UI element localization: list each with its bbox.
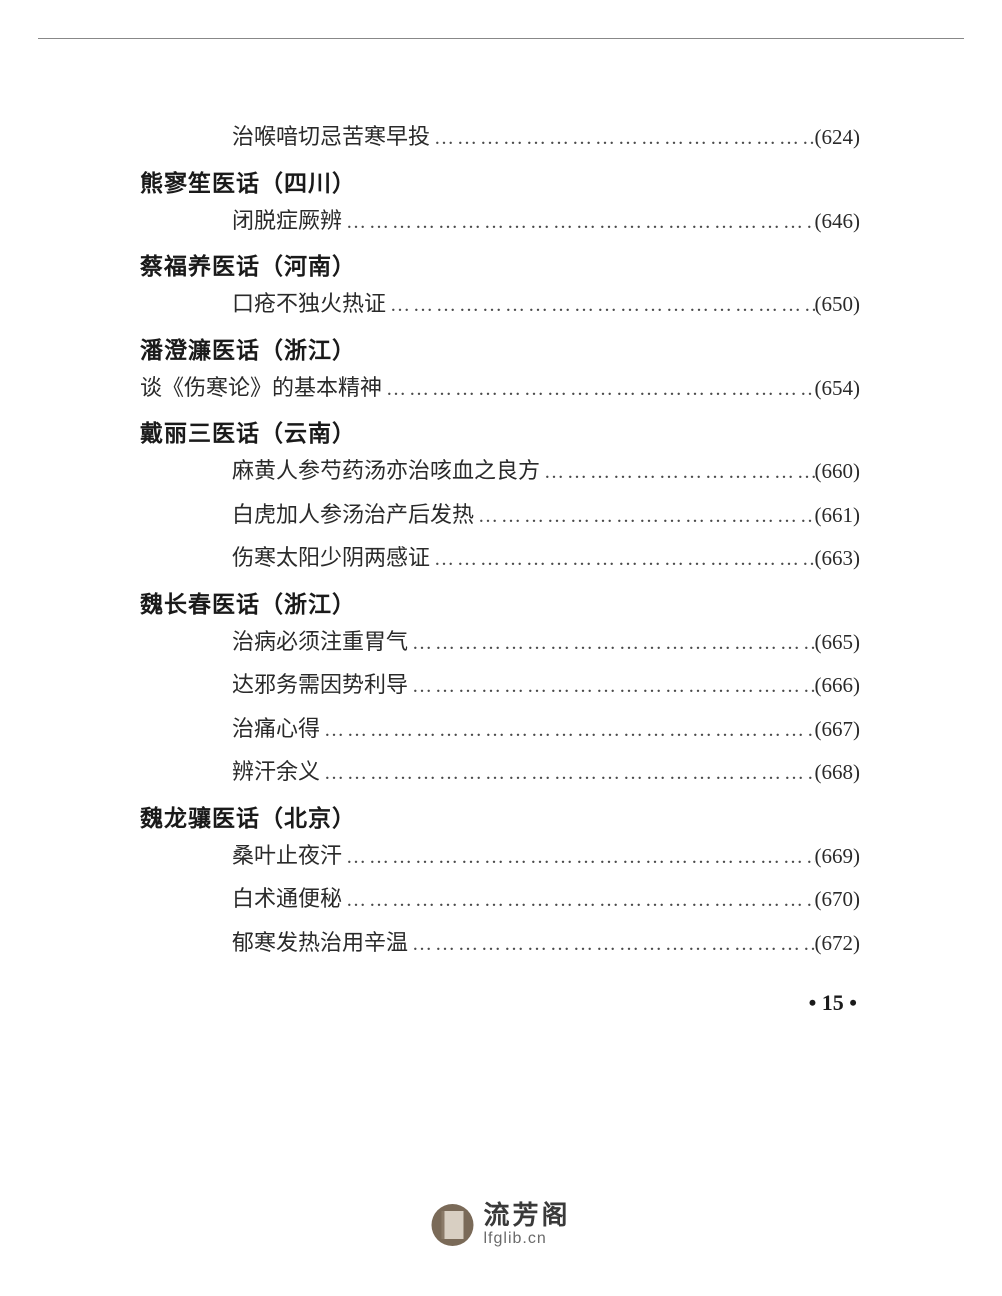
toc-leader-dots: …………………………………………………………………… — [386, 290, 814, 320]
toc-leader-dots: …………………………………………………………………… — [408, 929, 814, 959]
toc-line: 辨汗余义……………………………………………………………………(668) — [140, 755, 860, 789]
toc-title: 治痛心得 — [232, 712, 320, 745]
toc-page-number: (672) — [815, 928, 861, 960]
toc-page-number: (663) — [815, 543, 861, 575]
toc-page-number: (624) — [815, 122, 861, 154]
toc-title: 伤寒太阳少阴两感证 — [232, 541, 430, 574]
toc-line: 谈《伤寒论》的基本精神……………………………………………………………………(65… — [140, 371, 860, 405]
toc-line: 麻黄人参芍药汤亦治咳血之良方……………………………………………………………………… — [140, 454, 860, 488]
toc-line: 闭脱症厥辨……………………………………………………………………(646) — [140, 204, 860, 238]
page-number: • 15 • — [809, 990, 857, 1016]
section-heading: 潘澄濂医话（浙江） — [140, 331, 860, 365]
toc-title: 谈《伤寒论》的基本精神 — [140, 371, 382, 404]
toc-line: 达邪务需因势利导……………………………………………………………………(666) — [140, 668, 860, 702]
section-heading: 蔡福养医话（河南） — [140, 247, 860, 281]
toc-line: 治病必须注重胃气……………………………………………………………………(665) — [140, 625, 860, 659]
toc-page-number: (665) — [815, 627, 861, 659]
toc-page-number: (667) — [815, 714, 861, 746]
toc-leader-dots: …………………………………………………………………… — [430, 544, 814, 574]
toc-line: 伤寒太阳少阴两感证……………………………………………………………………(663) — [140, 541, 860, 575]
book-icon-inner — [441, 1211, 463, 1239]
toc-leader-dots: …………………………………………………………………… — [342, 885, 814, 915]
book-icon — [431, 1204, 473, 1246]
toc-title: 桑叶止夜汗 — [232, 839, 342, 872]
toc-title: 达邪务需因势利导 — [232, 668, 408, 701]
toc-line: 口疮不独火热证……………………………………………………………………(650) — [140, 287, 860, 321]
section-heading: 戴丽三医话（云南） — [140, 414, 860, 448]
toc-leader-dots: …………………………………………………………………… — [382, 374, 814, 404]
toc-title: 辨汗余义 — [232, 755, 320, 788]
toc-page-number: (660) — [815, 456, 861, 488]
toc-line: 桑叶止夜汗……………………………………………………………………(669) — [140, 839, 860, 873]
toc-line: 治痛心得……………………………………………………………………(667) — [140, 712, 860, 746]
toc-page-number: (661) — [815, 500, 861, 532]
toc-line: 治喉喑切忌苦寒早投……………………………………………………………………(624) — [140, 120, 860, 154]
toc-leader-dots: …………………………………………………………………… — [320, 715, 814, 745]
toc-title: 郁寒发热治用辛温 — [232, 926, 408, 959]
top-border — [38, 38, 964, 39]
watermark-url: lfglib.cn — [483, 1230, 570, 1248]
toc-leader-dots: …………………………………………………………………… — [408, 628, 814, 658]
toc-leader-dots: …………………………………………………………………… — [342, 207, 814, 237]
toc-content: 治喉喑切忌苦寒早投……………………………………………………………………(624)… — [140, 120, 860, 969]
toc-page-number: (666) — [815, 670, 861, 702]
toc-leader-dots: …………………………………………………………………… — [320, 758, 814, 788]
watermark-text: 流芳阁 lfglib.cn — [483, 1202, 570, 1248]
toc-leader-dots: …………………………………………………………………… — [540, 457, 814, 487]
toc-page-number: (669) — [815, 841, 861, 873]
section-heading: 熊寥笙医话（四川） — [140, 164, 860, 198]
section-heading: 魏长春医话（浙江） — [140, 585, 860, 619]
toc-page-number: (646) — [815, 206, 861, 238]
toc-page-number: (668) — [815, 757, 861, 789]
toc-title: 治病必须注重胃气 — [232, 625, 408, 658]
toc-page-number: (650) — [815, 289, 861, 321]
toc-leader-dots: …………………………………………………………………… — [408, 671, 814, 701]
toc-line: 白虎加人参汤治产后发热……………………………………………………………………(66… — [140, 498, 860, 532]
toc-title: 口疮不独火热证 — [232, 287, 386, 320]
toc-title: 麻黄人参芍药汤亦治咳血之良方 — [232, 454, 540, 487]
toc-title: 白虎加人参汤治产后发热 — [232, 498, 474, 531]
toc-title: 白术通便秘 — [232, 882, 342, 915]
toc-leader-dots: …………………………………………………………………… — [342, 842, 814, 872]
toc-page-number: (670) — [815, 884, 861, 916]
toc-leader-dots: …………………………………………………………………… — [474, 501, 814, 531]
watermark: 流芳阁 lfglib.cn — [431, 1202, 570, 1248]
section-heading: 魏龙骧医话（北京） — [140, 799, 860, 833]
toc-page-number: (654) — [815, 373, 861, 405]
toc-title: 治喉喑切忌苦寒早投 — [232, 120, 430, 153]
toc-title: 闭脱症厥辨 — [232, 204, 342, 237]
watermark-title: 流芳阁 — [483, 1202, 570, 1231]
toc-line: 白术通便秘……………………………………………………………………(670) — [140, 882, 860, 916]
toc-line: 郁寒发热治用辛温……………………………………………………………………(672) — [140, 926, 860, 960]
toc-leader-dots: …………………………………………………………………… — [430, 123, 814, 153]
